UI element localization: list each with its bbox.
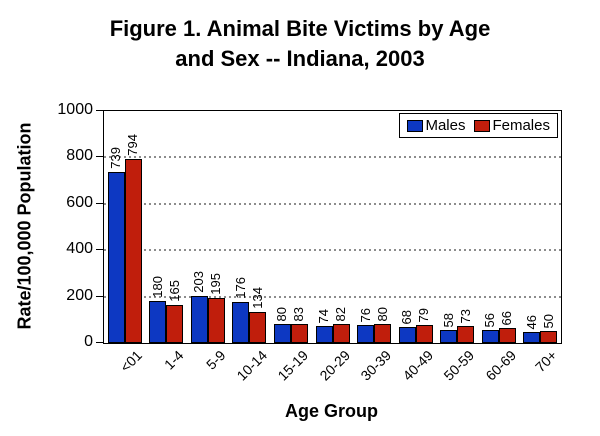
bar-females-50-59 — [457, 326, 475, 343]
bar-males-50-59 — [440, 330, 458, 343]
y-tick-label-1000: 1000 — [57, 101, 93, 118]
bar-males-40-49 — [398, 327, 416, 343]
bar-males-15-19 — [273, 324, 291, 343]
bar-value-label: 46 — [523, 314, 539, 329]
gridline-400 — [104, 249, 561, 252]
bar-value-label: 180 — [149, 276, 165, 298]
x-category-label-5-9: 5-9 — [202, 347, 229, 373]
bar-females-70+ — [540, 331, 558, 343]
bar-females-5-9 — [207, 298, 225, 343]
chart-title: Figure 1. Animal Bite Victims by Age and… — [0, 14, 600, 74]
bar-males-70+ — [523, 332, 541, 343]
y-tick-mark-600 — [96, 202, 103, 204]
bar-females-<01 — [124, 159, 142, 343]
bar-value-label: 80 — [374, 306, 390, 321]
females-legend-swatch — [474, 119, 491, 132]
x-category-label-70+: 70+ — [532, 347, 561, 376]
bar-males-1-4 — [149, 301, 167, 343]
x-axis-title: Age Group — [285, 401, 378, 421]
x-category-label-20-29: 20-29 — [316, 347, 353, 384]
y-tick-label-800: 800 — [66, 147, 93, 165]
females-legend-label: Females — [492, 117, 550, 134]
gridline-600 — [104, 202, 561, 205]
bar-value-label: 66 — [499, 310, 515, 325]
bar-value-label: 203 — [191, 271, 207, 293]
bar-value-label: 56 — [482, 312, 498, 327]
bar-females-1-4 — [166, 305, 184, 343]
bar-females-10-14 — [249, 312, 267, 343]
bar-value-label: 50 — [540, 313, 556, 328]
y-tick-mark-800 — [96, 156, 103, 158]
x-category-label-1-4: 1-4 — [161, 347, 187, 373]
y-tick-mark-200 — [96, 295, 103, 297]
plot-area: Males Females 739 794 180 165 203 195 176 134 80… — [103, 110, 562, 344]
chart-title-line1: Figure 1. Animal Bite Victims by Age — [109, 16, 491, 41]
x-category-label-15-19: 15-19 — [274, 347, 312, 384]
bar-value-label: 58 — [440, 312, 456, 327]
y-tick-label-0: 0 — [84, 333, 93, 350]
bar-value-label: 68 — [399, 309, 415, 324]
bar-males-<01 — [107, 172, 125, 343]
y-tick-label-200: 200 — [66, 286, 93, 304]
bar-value-label: 195 — [208, 273, 224, 295]
males-legend-label: Males — [425, 117, 466, 134]
bar-males-5-9 — [190, 296, 208, 343]
bar-value-label: 73 — [457, 308, 473, 323]
x-category-label-40-49: 40-49 — [399, 347, 436, 384]
gridline-200 — [104, 295, 561, 298]
y-tick-mark-1000 — [96, 110, 103, 111]
bar-value-label: 82 — [333, 306, 348, 321]
bar-females-40-49 — [415, 325, 433, 343]
bar-value-label: 176 — [232, 277, 248, 299]
x-category-label-50-59: 50-59 — [440, 347, 478, 384]
bar-value-label: 79 — [416, 307, 432, 322]
bar-males-30-39 — [357, 325, 375, 343]
bar-value-label: 74 — [316, 308, 331, 323]
bar-males-60-69 — [481, 330, 499, 343]
bar-value-label: 739 — [108, 147, 124, 169]
x-category-label-30-39: 30-39 — [357, 347, 395, 384]
bar-value-label: 80 — [274, 306, 290, 321]
males-legend-swatch — [407, 119, 424, 132]
y-tick-label-600: 600 — [66, 193, 93, 211]
bar-females-30-39 — [374, 324, 392, 343]
bar-males-20-29 — [315, 326, 333, 343]
bar-females-20-29 — [332, 324, 350, 343]
x-category-label-<01: <01 — [116, 347, 146, 376]
bar-females-15-19 — [290, 324, 308, 343]
y-tick-label-400: 400 — [66, 240, 93, 258]
x-category-label-10-14: 10-14 — [233, 347, 270, 384]
bar-value-label: 794 — [125, 134, 141, 156]
bar-females-60-69 — [498, 328, 516, 343]
bar-value-label: 76 — [357, 307, 373, 322]
x-category-label-60-69: 60-69 — [482, 347, 520, 384]
y-tick-mark-0 — [96, 342, 103, 343]
chart-title-line2: and Sex -- Indiana, 2003 — [175, 46, 425, 71]
bar-males-10-14 — [232, 302, 250, 343]
bar-value-label: 83 — [291, 306, 307, 321]
y-tick-mark-400 — [96, 249, 103, 251]
bar-value-label: 165 — [166, 280, 182, 302]
gridline-800 — [104, 156, 561, 159]
bar-value-label: 134 — [249, 287, 265, 309]
legend: Males Females — [399, 113, 558, 138]
